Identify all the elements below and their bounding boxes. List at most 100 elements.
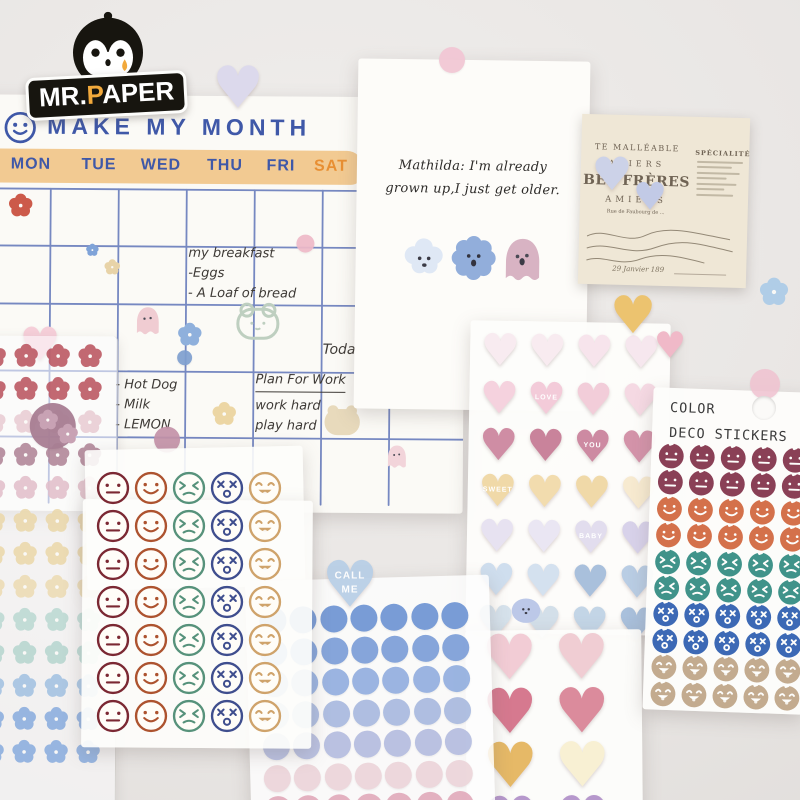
- dot-sticker: [380, 603, 408, 632]
- flower-sequin-sticker: [10, 539, 40, 569]
- flower-sequin-sticker: [41, 704, 71, 734]
- emoji-face-sticker: [96, 471, 130, 505]
- dot-sticker: [322, 699, 351, 728]
- ring-face-sticker: [682, 626, 710, 656]
- heart-sticker: ♥: [571, 467, 612, 519]
- flower-sequin-sticker: [42, 506, 72, 536]
- weekday-wed: WED: [140, 156, 182, 174]
- dot-sticker: [294, 794, 323, 800]
- call-me-heart-sticker: ♥ CALL ME: [321, 548, 379, 623]
- ring-face-sticker: [649, 677, 677, 707]
- call-me-word-1: CALL: [334, 570, 366, 582]
- dot-sticker: [439, 47, 465, 73]
- dot-sticker: [381, 634, 409, 663]
- heart-sticker: ♥: [555, 782, 611, 800]
- heart-sticker: ♥: [523, 511, 565, 564]
- heart-sticker: ♥ SWEET: [477, 465, 518, 518]
- emoji-face-sticker: [210, 471, 244, 505]
- brand-wordmark: MR.PAPER: [24, 69, 189, 122]
- dot-sticker: [177, 350, 193, 366]
- quote-card: Mathilda: I'm already grown up,I just ge…: [353, 58, 591, 412]
- dot-sticker: [320, 636, 349, 665]
- ring-face-sticker: [776, 603, 800, 633]
- brand-prefix: MR.: [38, 80, 88, 113]
- dot-sticker: [354, 761, 383, 790]
- emoji-face-sticker: [172, 547, 206, 581]
- flower-sticker: [209, 399, 239, 429]
- vintage-rule: [674, 273, 727, 276]
- flower-sequin-sticker: [0, 539, 8, 569]
- dot-sticker: [414, 728, 442, 757]
- emoji-face-sticker: [134, 509, 168, 543]
- ring-face-sticker: [748, 496, 776, 526]
- dot-sticker: [446, 790, 474, 800]
- ring-face-sticker: [687, 467, 715, 497]
- quote-line-2: grown up,I just get older.: [385, 180, 561, 198]
- emoji-face-sticker: [248, 509, 282, 543]
- flower-sequin-sticker: [11, 440, 41, 470]
- emoji-face-sticker: [172, 585, 206, 619]
- heart-sticker: ♥: [573, 374, 614, 427]
- dot-sticker: [412, 665, 441, 694]
- emoji-face-sticker: [96, 547, 130, 581]
- flower-sequin-sticker: [9, 704, 39, 734]
- flower-sequin-sticker: [0, 506, 8, 536]
- ring-face-sticker: [779, 497, 800, 527]
- ring-face-sticker: [780, 471, 800, 501]
- emoji-face-sticker: [210, 509, 244, 543]
- heart-sticker: ♥ YOU: [572, 421, 613, 474]
- dot-sticker: [444, 727, 473, 756]
- note-breakfast-title: my breakfast: [188, 245, 275, 262]
- flower-sequin-sticker: [0, 473, 9, 503]
- emoji-face-sticker: [248, 585, 282, 619]
- ring-face-sticker: [684, 573, 712, 603]
- dot-sticker: [355, 793, 383, 800]
- dot-sticker: [385, 792, 414, 800]
- dot-sticker: [384, 760, 413, 789]
- penguin-icon: [73, 11, 143, 88]
- flower-sequin-sticker: [10, 638, 40, 668]
- emoji-face-sticker: [134, 471, 168, 505]
- note-grocery-item: - Hot Dog: [115, 377, 178, 393]
- flower-sticker: [84, 242, 100, 258]
- flower-sequin-sticker: [10, 605, 40, 635]
- mr-paper-logo: MR.PAPER: [24, 8, 206, 128]
- call-me-word-2: ME: [341, 584, 359, 596]
- weekday-mon: MON: [10, 155, 52, 173]
- flower-sequin-sticker: [42, 572, 72, 602]
- dot-sticker: [350, 635, 379, 664]
- ring-face-sticker: [747, 522, 775, 552]
- vintage-cursive-squiggles: [586, 229, 733, 264]
- flower-sequin-sticker: [0, 572, 8, 602]
- ring-face-sticker: [717, 521, 745, 551]
- blob-characters-art: [404, 236, 540, 281]
- ring-face-sticker: [747, 549, 775, 579]
- emoji-face-sticker: [248, 699, 282, 733]
- brand-suffix: APER: [101, 75, 175, 110]
- flower-sequin-sticker: [0, 737, 7, 767]
- flower-sequin-sticker: [0, 671, 8, 701]
- ring-face-sticker: [778, 523, 800, 553]
- emoji-face-sticker: [134, 623, 168, 657]
- heart-sticker: ♥: [479, 372, 520, 425]
- emoji-face-sticker: [172, 471, 206, 505]
- quote-line-1: Mathilda: I'm already: [398, 157, 548, 176]
- flower-sequin-sticker: [41, 737, 71, 767]
- flower-sequin-sticker: [0, 440, 9, 470]
- flower-sticker: [756, 274, 792, 310]
- ring-face-sticker: [685, 547, 713, 577]
- heart-sticker: ♥: [476, 510, 518, 563]
- ring-face-sticker: [712, 653, 740, 683]
- brand-accent-letter: P: [85, 79, 103, 111]
- ring-face-sticker: [686, 494, 714, 524]
- emoji-face-sticker: [96, 585, 130, 619]
- flower-sequin-sticker: [42, 605, 72, 635]
- ring-face-sticker: [681, 652, 709, 682]
- flower-sticker: [6, 190, 36, 220]
- dot-sticker: [264, 795, 293, 800]
- ring-face-sticker: [680, 678, 708, 709]
- emoji-face-sticker: [96, 661, 130, 695]
- ring-face-sticker: [713, 627, 741, 657]
- emoji-face-sticker: [210, 699, 244, 733]
